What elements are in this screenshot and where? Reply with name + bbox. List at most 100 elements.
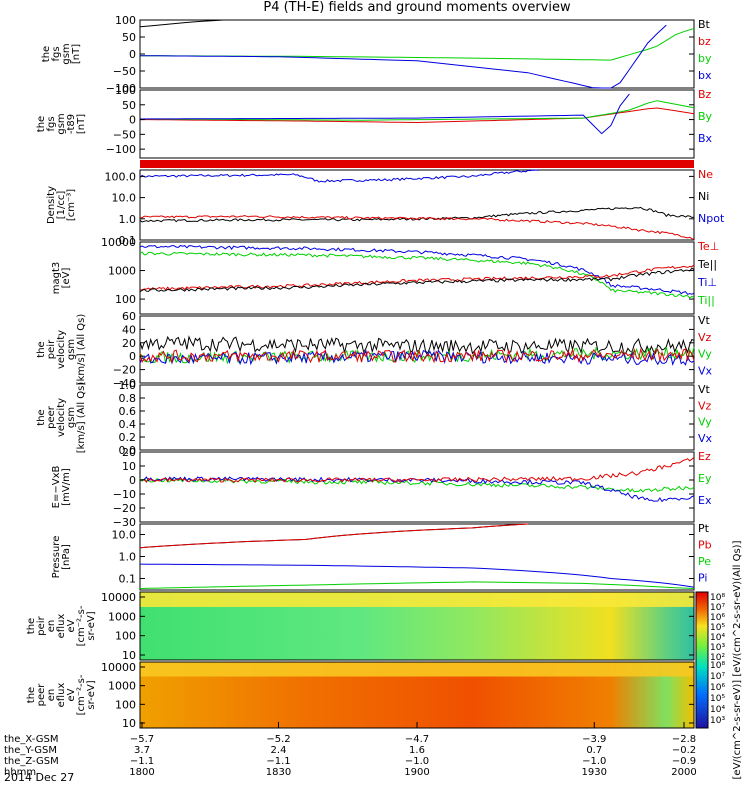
x-tick-label: 1930 (582, 767, 607, 778)
legend-Pb: Pb (698, 539, 712, 552)
y-tick-label: 10.0 (112, 192, 137, 205)
legend-Ne: Ne (698, 168, 713, 181)
y-tick-label: 0.6 (119, 405, 137, 418)
y-axis-label: the peer en eflux eV [cm⁻²-s-sr-eV] (26, 674, 97, 715)
legend-Pi: Pi (698, 572, 707, 585)
y-tick-label: 10000 (101, 236, 136, 249)
panel-frame (139, 19, 695, 89)
y-tick-label: 50 (122, 31, 136, 44)
x-tick-label: 0.7 (586, 745, 602, 756)
x-tick-label: −1.1 (266, 756, 290, 767)
series-Ti|| (139, 251, 695, 299)
panel-density: Density [1/cc] [cm⁻³] (46, 169, 695, 241)
y-label-line: fgs (46, 116, 57, 131)
panel-frame (139, 384, 695, 451)
x-tick-label: −0.2 (672, 745, 696, 756)
legend-Vt: Vt (698, 383, 711, 396)
y-tick-label: 40 (122, 323, 136, 336)
x-tick-label: 1.6 (409, 745, 425, 756)
y-label-line: fgs (51, 46, 62, 61)
y-tick-label: 50 (122, 99, 136, 112)
y-tick-label: 60 (122, 310, 136, 323)
y-tick-label: 0.8 (119, 392, 137, 405)
y-tick-label: 1000 (108, 680, 136, 693)
x-tick-label: −0.9 (672, 756, 696, 767)
colorbar-tick: 10⁴ (710, 633, 725, 643)
y-label-line: [cm⁻²-s- (76, 605, 87, 646)
y-axis-label: the fgs gsm [nT] (41, 43, 82, 64)
legend-Vz: Vz (698, 399, 712, 412)
x-tick-label: −4.7 (405, 734, 429, 745)
x-axis-row-label: the_X-GSM (4, 734, 58, 745)
y-tick-label: 0 (129, 474, 136, 487)
series-Vt (139, 335, 695, 355)
x-axis-row-label: hhmm (4, 767, 36, 778)
panel-frame (139, 523, 695, 591)
series-bx (139, 24, 667, 89)
series-Pb (139, 523, 528, 549)
y-axis-label: magt3 [eV] (51, 262, 72, 295)
y-axis-label: the peir velocity gsm [km/s] (All Qs) (36, 314, 87, 386)
panel-frame (139, 89, 695, 159)
y-label-line: the (41, 46, 52, 62)
colorbar-tick: 10⁵ (710, 623, 725, 633)
y-label-line: [nT] (71, 44, 82, 64)
colorbar-tick: 10² (710, 653, 725, 663)
y-tick-label: 0 (129, 350, 136, 363)
heatmap-top-band (140, 592, 694, 607)
y-label-line: [km/s] (All Qs) (76, 382, 87, 454)
y-tick-label: 100 (115, 698, 136, 711)
x-tick-label: −5.2 (266, 734, 290, 745)
y-tick-label: −30 (113, 516, 136, 529)
y-tick-label: 100 (115, 84, 136, 97)
y-tick-label: 10 (122, 649, 136, 662)
legend-by: by (698, 52, 712, 65)
plot-title: P4 (TH-E) fields and ground moments over… (263, 0, 571, 15)
colorbar-tick: 10⁸ (710, 661, 725, 671)
y-tick-label: 100 (115, 14, 136, 27)
series-Ez (139, 456, 695, 483)
legend-Vz: Vz (698, 331, 712, 344)
y-label-line: magt3 (51, 262, 62, 295)
legend-Ni: Ni (698, 190, 709, 203)
y-label-line: the (26, 687, 37, 703)
y-label-line: the (36, 116, 47, 132)
panel-peer_vel: the peer velocity gsm [km/s] (All Qs) (36, 382, 695, 454)
y-label-line: eV (66, 688, 77, 701)
series-By (140, 100, 695, 121)
legend-bx: bx (698, 69, 712, 82)
x-tick-label: 1900 (404, 767, 429, 778)
y-axis-label: the peer velocity gsm [km/s] (All Qs) (36, 382, 87, 454)
y-tick-label: 0 (129, 114, 136, 127)
panel-pressure: Pressure [nPa] (51, 523, 695, 591)
y-tick-label: −100 (106, 143, 136, 156)
x-axis-row-label: the_Y-GSM (4, 745, 57, 756)
y-axis-label: the peir en eflux eV [cm⁻²-s-sr-eV] (26, 605, 97, 646)
y-label-line: peir (46, 339, 57, 359)
colorbar-label-group: [eV/(cm^2-s-sr-eV)] [eV/(cm^2-s-sr-eV)(A… (732, 540, 743, 779)
y-label-line: eflux (56, 614, 67, 639)
colorbar-tick: 10⁶ (710, 613, 725, 623)
legend-Te⊥: Te⊥ (697, 240, 719, 253)
series-Bx (139, 93, 630, 135)
legend-Ti||: Ti|| (697, 294, 715, 307)
series-Te⊥ (139, 264, 695, 291)
y-label-line: sr-eV] (86, 680, 97, 709)
y-label-line: peir (36, 615, 47, 635)
y-tick-label: −50 (113, 65, 136, 78)
panel-frame (139, 591, 695, 661)
panel-peer_en: the peer en eflux eV [cm⁻²-s-sr-eV] (26, 661, 695, 729)
legend-Npot: Npot (698, 212, 725, 225)
legend-Pt: Pt (698, 522, 710, 535)
series-Bt (139, 19, 224, 28)
y-label-line: en (46, 689, 57, 702)
colorbar-tick: 10⁵ (710, 694, 725, 704)
y-tick-label: 0.1 (119, 572, 137, 585)
x-tick-label: 2.4 (271, 745, 287, 756)
series-Ey (139, 477, 695, 493)
series-Vz (139, 347, 695, 364)
y-tick-label: 100 (115, 630, 136, 643)
panel-peir_en: the peir en eflux eV [cm⁻²-s-sr-eV] (26, 591, 695, 661)
y-label-line: [cm⁻³] (66, 189, 77, 221)
y-tick-label: 20 (122, 446, 136, 459)
